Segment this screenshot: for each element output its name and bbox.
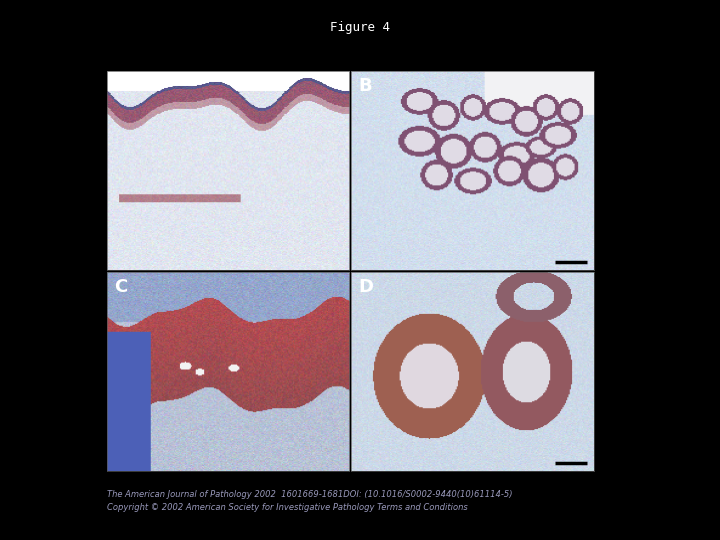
Text: C: C xyxy=(114,278,127,296)
Text: D: D xyxy=(359,278,374,296)
Text: A: A xyxy=(114,77,127,95)
Text: The American Journal of Pathology 2002  1601669-1681DOI: (10.1016/S0002-9440(10): The American Journal of Pathology 2002 1… xyxy=(107,490,512,500)
Text: Copyright © 2002 American Society for Investigative Pathology Terms and Conditio: Copyright © 2002 American Society for In… xyxy=(107,503,467,512)
Text: B: B xyxy=(359,77,372,95)
Text: Figure 4: Figure 4 xyxy=(330,21,390,33)
